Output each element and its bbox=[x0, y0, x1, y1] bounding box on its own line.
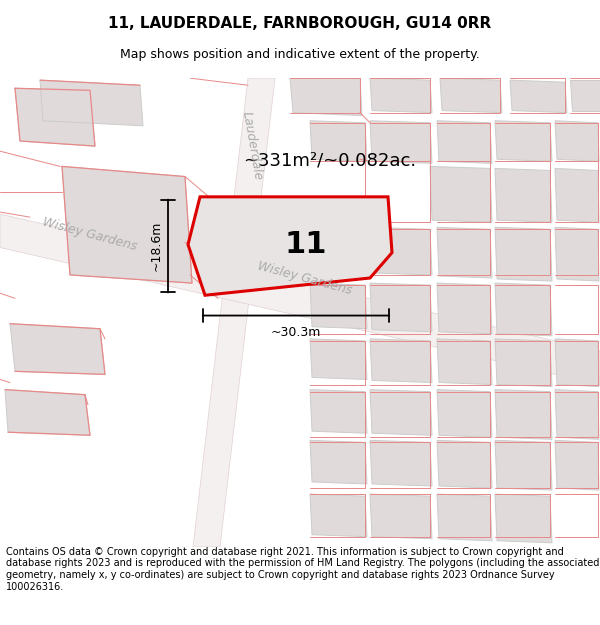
Polygon shape bbox=[193, 78, 275, 547]
Text: Wisley Gardens: Wisley Gardens bbox=[41, 216, 139, 253]
Polygon shape bbox=[495, 494, 552, 543]
Polygon shape bbox=[310, 283, 367, 329]
Polygon shape bbox=[437, 339, 492, 384]
Polygon shape bbox=[555, 121, 599, 161]
Polygon shape bbox=[440, 78, 502, 112]
Polygon shape bbox=[310, 389, 367, 433]
Text: ~331m²/~0.082ac.: ~331m²/~0.082ac. bbox=[244, 151, 416, 169]
Polygon shape bbox=[370, 389, 432, 435]
Text: Contains OS data © Crown copyright and database right 2021. This information is : Contains OS data © Crown copyright and d… bbox=[6, 547, 599, 592]
Polygon shape bbox=[437, 494, 492, 541]
Polygon shape bbox=[310, 441, 367, 484]
Text: ~18.6m: ~18.6m bbox=[150, 221, 163, 271]
Polygon shape bbox=[495, 339, 552, 387]
Polygon shape bbox=[5, 389, 90, 435]
Polygon shape bbox=[495, 228, 552, 281]
Polygon shape bbox=[310, 494, 367, 537]
Polygon shape bbox=[290, 78, 362, 116]
Polygon shape bbox=[310, 228, 367, 273]
Text: Wisley Gardens: Wisley Gardens bbox=[256, 259, 354, 297]
Polygon shape bbox=[370, 78, 432, 112]
Polygon shape bbox=[15, 88, 95, 146]
Polygon shape bbox=[570, 80, 600, 111]
Polygon shape bbox=[495, 168, 552, 222]
Polygon shape bbox=[188, 197, 392, 295]
Polygon shape bbox=[495, 389, 552, 439]
Polygon shape bbox=[437, 283, 492, 334]
Polygon shape bbox=[495, 283, 552, 336]
Polygon shape bbox=[510, 80, 567, 112]
Polygon shape bbox=[370, 494, 432, 539]
Polygon shape bbox=[370, 228, 432, 275]
Polygon shape bbox=[40, 80, 143, 126]
Polygon shape bbox=[62, 166, 192, 283]
Polygon shape bbox=[437, 441, 492, 488]
Polygon shape bbox=[370, 441, 432, 486]
Text: Map shows position and indicative extent of the property.: Map shows position and indicative extent… bbox=[120, 48, 480, 61]
Polygon shape bbox=[370, 283, 432, 332]
Polygon shape bbox=[555, 168, 599, 222]
Polygon shape bbox=[437, 389, 492, 438]
Text: ~30.3m: ~30.3m bbox=[271, 326, 321, 339]
Polygon shape bbox=[555, 441, 599, 490]
Polygon shape bbox=[495, 441, 552, 490]
Polygon shape bbox=[370, 121, 432, 163]
Polygon shape bbox=[430, 166, 492, 222]
Polygon shape bbox=[555, 389, 599, 439]
Polygon shape bbox=[310, 339, 367, 379]
Text: 11: 11 bbox=[284, 229, 327, 259]
Polygon shape bbox=[310, 121, 367, 161]
Polygon shape bbox=[555, 339, 599, 387]
Polygon shape bbox=[0, 214, 600, 384]
Polygon shape bbox=[437, 228, 492, 278]
Polygon shape bbox=[437, 121, 492, 163]
Polygon shape bbox=[370, 339, 432, 382]
Text: 11, LAUDERDALE, FARNBOROUGH, GU14 0RR: 11, LAUDERDALE, FARNBOROUGH, GU14 0RR bbox=[109, 16, 491, 31]
Text: Lauderdale: Lauderdale bbox=[239, 111, 265, 182]
Polygon shape bbox=[10, 324, 105, 374]
Polygon shape bbox=[555, 228, 599, 281]
Polygon shape bbox=[495, 121, 552, 161]
